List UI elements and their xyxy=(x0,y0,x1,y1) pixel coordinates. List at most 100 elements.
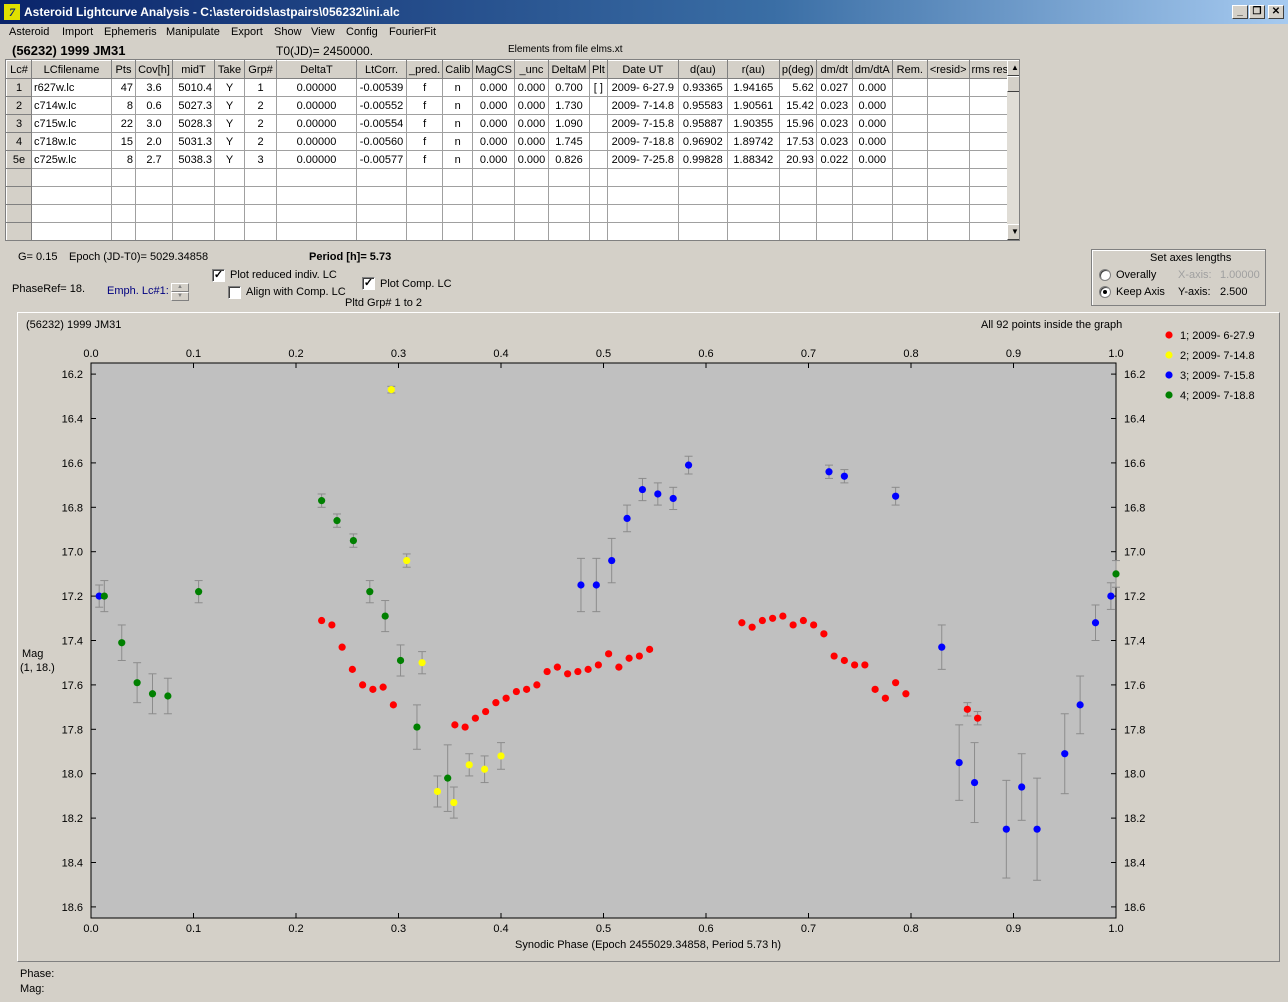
table-cell[interactable]: 3.6 xyxy=(135,78,173,97)
table-cell[interactable] xyxy=(726,186,780,205)
scroll-up-icon[interactable]: ▲ xyxy=(1007,60,1019,76)
table-cell[interactable]: 0.00000 xyxy=(276,132,357,151)
table-row[interactable]: 4 c718w.lc 15 2.0 5031.3 Y 2 0.00000 -0.00560 f n 0… xyxy=(6,132,1012,151)
table-cell[interactable]: 1.89742 xyxy=(726,132,780,151)
table-cell[interactable] xyxy=(214,222,245,240)
table-cell[interactable]: -0.00554 xyxy=(356,114,407,133)
table-cell[interactable] xyxy=(172,204,215,223)
keep-axis-radio[interactable] xyxy=(1099,286,1111,298)
table-cell[interactable] xyxy=(778,204,817,223)
table-cell[interactable]: Y xyxy=(214,78,245,97)
table-cell[interactable] xyxy=(968,150,1012,169)
table-cell[interactable] xyxy=(851,168,893,187)
table-cell[interactable] xyxy=(31,168,112,187)
table-cell[interactable] xyxy=(926,150,970,169)
spin-down-icon[interactable]: ▼ xyxy=(171,292,189,301)
scroll-thumb[interactable] xyxy=(1007,76,1019,92)
table-cell[interactable] xyxy=(778,222,817,240)
table-row[interactable]: 5e c725w.lc 8 2.7 5038.3 Y 3 0.00000 -0.00577 f n 0… xyxy=(6,150,1012,169)
table-cell[interactable] xyxy=(815,186,853,205)
table-cell[interactable] xyxy=(135,168,173,187)
table-cell[interactable]: 8 xyxy=(111,150,136,169)
table-cell[interactable]: Y xyxy=(214,132,245,151)
column-header[interactable]: Pts xyxy=(111,60,136,79)
table-cell[interactable] xyxy=(214,204,245,223)
menu-ephemeris[interactable]: Ephemeris xyxy=(104,26,157,38)
table-cell[interactable]: 2009- 7-18.8 xyxy=(606,132,679,151)
table-cell[interactable]: 0.000 xyxy=(513,132,549,151)
table-cell[interactable]: 0.000 xyxy=(851,114,893,133)
table-cell[interactable]: 1.730 xyxy=(547,96,590,115)
column-header[interactable]: Plt xyxy=(588,60,608,79)
table-cell[interactable]: 5027.3 xyxy=(172,96,215,115)
table-cell[interactable]: -0.00560 xyxy=(356,132,407,151)
table-cell[interactable]: 0.023 xyxy=(815,114,853,133)
table-cell[interactable]: 0.000 xyxy=(851,78,893,97)
table-cell[interactable]: 15.96 xyxy=(778,114,817,133)
table-cell[interactable]: 1.90355 xyxy=(726,114,780,133)
column-header[interactable]: dm/dt xyxy=(815,60,853,79)
table-scrollbar[interactable]: ▲ ▼ xyxy=(1007,60,1019,240)
empty-table-row[interactable] xyxy=(6,186,1012,205)
table-cell[interactable]: 0.000 xyxy=(513,114,549,133)
table-cell[interactable] xyxy=(356,186,407,205)
table-cell[interactable]: 0.6 xyxy=(135,96,173,115)
table-cell[interactable] xyxy=(891,186,928,205)
table-cell[interactable] xyxy=(588,186,608,205)
column-header[interactable]: MagCS xyxy=(472,60,515,79)
table-cell[interactable]: 5010.4 xyxy=(172,78,215,97)
table-cell[interactable]: 1.88342 xyxy=(726,150,780,169)
menu-import[interactable]: Import xyxy=(62,26,94,38)
table-cell[interactable] xyxy=(111,168,136,187)
table-cell[interactable]: 1.94165 xyxy=(726,78,780,97)
table-cell[interactable] xyxy=(276,204,357,223)
table-cell[interactable]: 5031.3 xyxy=(172,132,215,151)
spin-up-icon[interactable]: ▲ xyxy=(171,283,189,292)
column-header[interactable]: dm/dtA xyxy=(851,60,893,79)
table-cell[interactable]: 0.00000 xyxy=(276,96,357,115)
table-row[interactable]: 2 c714w.lc 8 0.6 5027.3 Y 2 0.00000 -0.00552 f n 0.… xyxy=(6,96,1012,115)
table-cell[interactable]: 0.027 xyxy=(815,78,853,97)
table-cell[interactable]: 0.000 xyxy=(513,96,549,115)
row-header[interactable] xyxy=(6,168,32,187)
minimize-icon[interactable]: _ xyxy=(1232,5,1248,19)
column-header[interactable]: Date UT xyxy=(606,60,679,79)
table-cell[interactable] xyxy=(968,114,1012,133)
table-cell[interactable] xyxy=(513,222,549,240)
table-cell[interactable]: Y xyxy=(214,96,245,115)
column-header[interactable]: midT xyxy=(172,60,215,79)
table-cell[interactable]: [ ] xyxy=(588,78,608,97)
table-cell[interactable] xyxy=(778,168,817,187)
table-cell[interactable] xyxy=(815,222,853,240)
row-header[interactable] xyxy=(6,204,32,223)
table-cell[interactable] xyxy=(405,204,444,223)
table-cell[interactable] xyxy=(926,78,970,97)
table-cell[interactable]: 5038.3 xyxy=(172,150,215,169)
table-cell[interactable]: 2009- 7-25.8 xyxy=(606,150,679,169)
table-cell[interactable] xyxy=(472,186,515,205)
table-cell[interactable] xyxy=(135,204,173,223)
menu-manipulate[interactable]: Manipulate xyxy=(166,26,220,38)
table-cell[interactable] xyxy=(214,168,245,187)
table-cell[interactable]: f xyxy=(405,114,444,133)
table-cell[interactable] xyxy=(606,222,679,240)
table-cell[interactable]: 0.023 xyxy=(815,132,853,151)
table-cell[interactable]: n xyxy=(442,132,474,151)
close-icon[interactable]: ✕ xyxy=(1268,5,1284,19)
table-cell[interactable] xyxy=(135,222,173,240)
table-cell[interactable] xyxy=(588,204,608,223)
table-cell[interactable]: 3 xyxy=(244,150,277,169)
empty-table-row[interactable] xyxy=(6,204,1012,223)
app-icon[interactable]: 7 xyxy=(4,4,20,20)
emph-lc-spinner[interactable]: ▲ ▼ xyxy=(171,283,189,301)
table-cell[interactable] xyxy=(405,168,444,187)
table-cell[interactable]: Y xyxy=(214,150,245,169)
table-cell[interactable] xyxy=(606,168,679,187)
table-cell[interactable] xyxy=(968,204,1012,223)
table-cell[interactable] xyxy=(968,186,1012,205)
table-cell[interactable] xyxy=(851,222,893,240)
table-cell[interactable] xyxy=(606,186,679,205)
y-axis-value[interactable]: 2.500 xyxy=(1220,286,1248,298)
table-cell[interactable] xyxy=(244,204,277,223)
column-header[interactable]: DeltaT xyxy=(276,60,357,79)
